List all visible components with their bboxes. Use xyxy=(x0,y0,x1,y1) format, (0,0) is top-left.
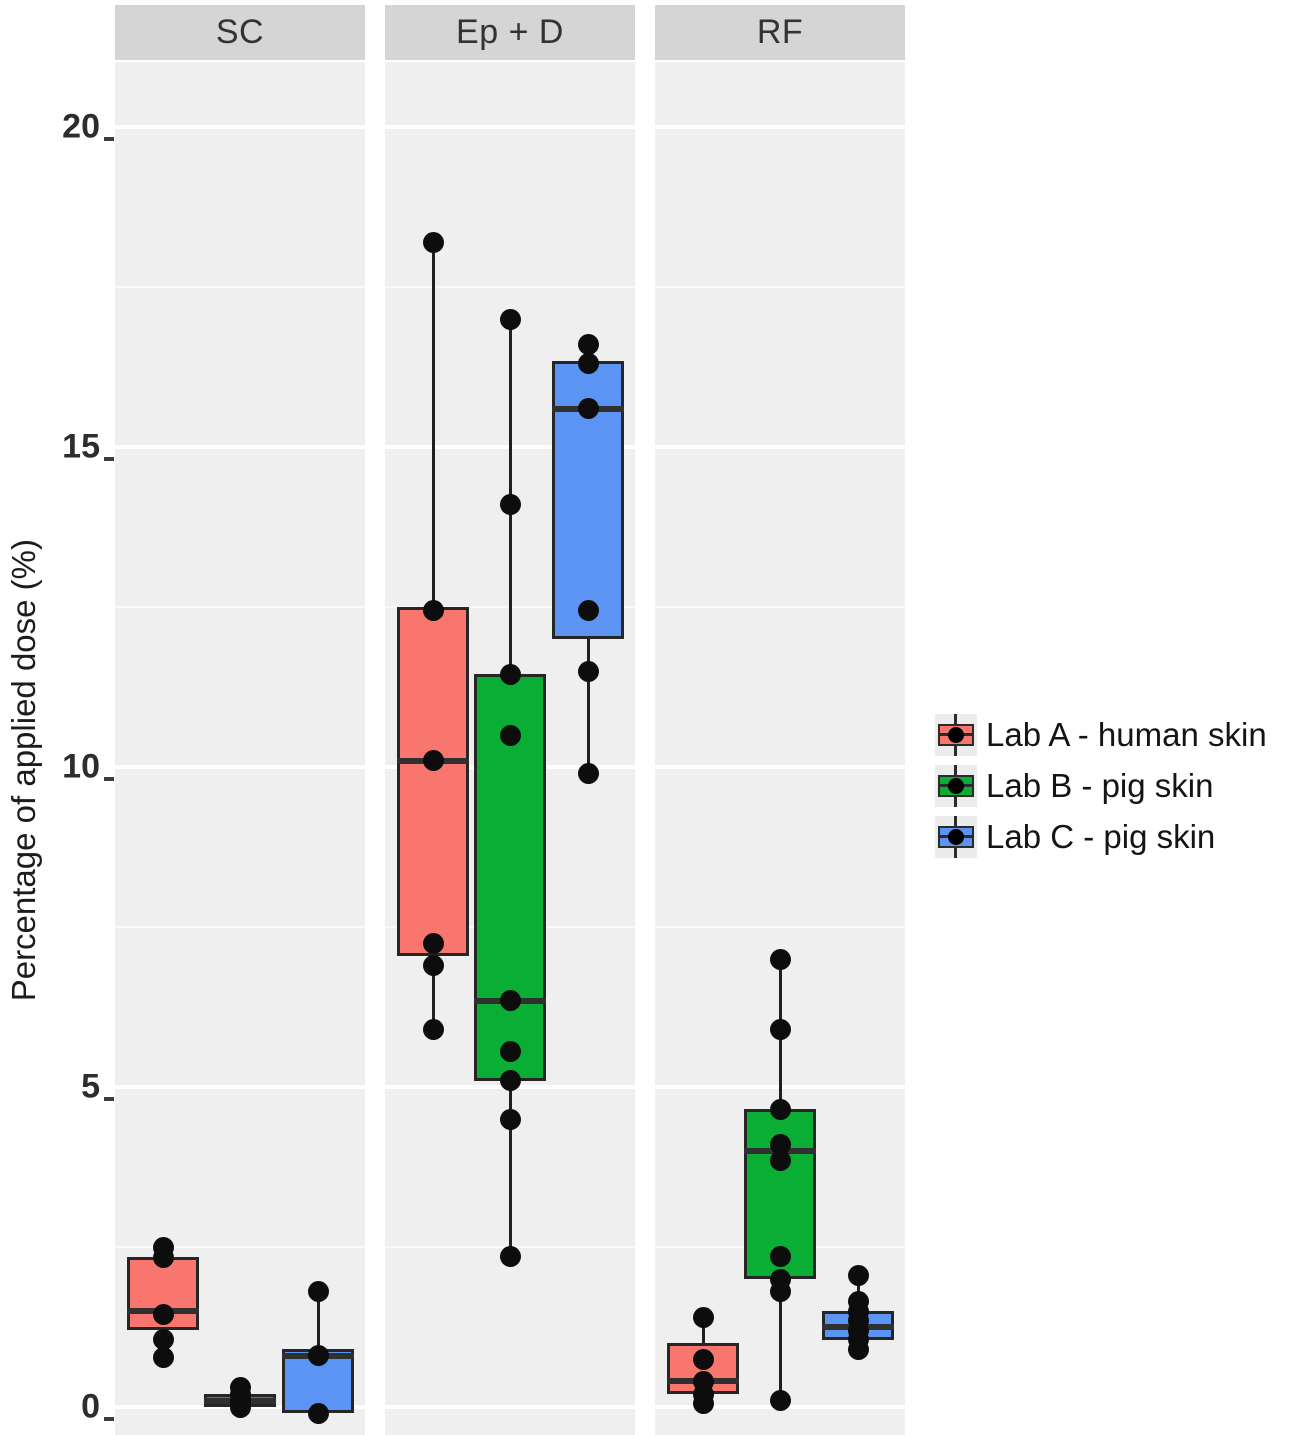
gridline-minor xyxy=(115,606,365,608)
data-point xyxy=(307,1281,329,1303)
facet-strip: RF xyxy=(655,5,905,60)
legend-key xyxy=(935,816,977,858)
data-point xyxy=(499,494,521,516)
data-point xyxy=(422,954,444,976)
y-tick-mark xyxy=(104,777,114,781)
data-point xyxy=(422,932,444,954)
data-point xyxy=(422,231,444,253)
data-point xyxy=(847,1265,869,1287)
y-tick-mark xyxy=(104,1417,114,1421)
data-point xyxy=(499,308,521,330)
y-tick-mark xyxy=(104,457,114,461)
data-point xyxy=(499,1041,521,1063)
data-point xyxy=(769,948,791,970)
data-point xyxy=(499,724,521,746)
gridline-major xyxy=(115,445,365,449)
data-point xyxy=(499,990,521,1012)
y-tick-label: 10 xyxy=(62,747,100,786)
data-point xyxy=(422,599,444,621)
legend-key-dot xyxy=(948,727,964,743)
legend-item: Lab A - human skin xyxy=(935,712,1267,758)
y-tick-mark xyxy=(104,1097,114,1101)
legend-item: Lab C - pig skin xyxy=(935,814,1215,860)
gridline-major xyxy=(655,445,905,449)
data-point xyxy=(577,398,599,420)
legend-label: Lab C - pig skin xyxy=(986,818,1216,855)
gridline-major xyxy=(385,125,635,129)
boxplot-box xyxy=(474,674,546,1081)
boxplot-box xyxy=(397,607,469,956)
data-point xyxy=(769,1390,791,1412)
facet-panel xyxy=(385,62,635,1435)
data-point xyxy=(692,1306,714,1328)
data-point xyxy=(847,1338,869,1360)
gridline-major xyxy=(385,1405,635,1409)
data-point xyxy=(152,1329,174,1351)
gridline-minor xyxy=(115,926,365,928)
data-point xyxy=(152,1303,174,1325)
y-tick-label: 0 xyxy=(81,1387,100,1426)
legend-label: Lab B - pig skin xyxy=(986,767,1214,804)
gridline-minor xyxy=(115,286,365,288)
data-point xyxy=(769,1281,791,1303)
data-point xyxy=(577,762,599,784)
gridline-major xyxy=(115,125,365,129)
gridline-minor xyxy=(385,286,635,288)
gridline-major xyxy=(115,765,365,769)
y-tick-label: 20 xyxy=(62,107,100,146)
data-point xyxy=(307,1345,329,1367)
gridline-major xyxy=(655,765,905,769)
facet-panel xyxy=(655,62,905,1435)
data-point xyxy=(229,1396,251,1418)
y-tick-label: 15 xyxy=(62,427,100,466)
data-point xyxy=(577,660,599,682)
data-point xyxy=(692,1348,714,1370)
facet-strip: Ep + D xyxy=(385,5,635,60)
data-point xyxy=(577,334,599,356)
gridline-minor xyxy=(655,286,905,288)
gridline-major xyxy=(115,1085,365,1089)
facet-panel xyxy=(115,62,365,1435)
gridline-major xyxy=(655,125,905,129)
legend-key xyxy=(935,765,977,807)
data-point xyxy=(692,1393,714,1415)
data-point xyxy=(769,1246,791,1268)
data-point xyxy=(422,1018,444,1040)
legend-label: Lab A - human skin xyxy=(986,716,1267,753)
data-point xyxy=(152,1346,174,1368)
data-point xyxy=(769,1018,791,1040)
facet-strip: SC xyxy=(115,5,365,60)
legend-item: Lab B - pig skin xyxy=(935,763,1213,809)
data-point xyxy=(577,599,599,621)
legend-key-dot xyxy=(948,778,964,794)
data-point xyxy=(769,1150,791,1172)
y-tick-mark xyxy=(104,137,114,141)
gridline-minor xyxy=(655,926,905,928)
gridline-minor xyxy=(655,606,905,608)
data-point xyxy=(769,1134,791,1156)
legend-key-dot xyxy=(948,829,964,845)
y-tick-label: 5 xyxy=(81,1067,100,1106)
data-point xyxy=(769,1098,791,1120)
legend-key xyxy=(935,714,977,756)
data-point xyxy=(152,1247,174,1269)
data-point xyxy=(499,663,521,685)
data-point xyxy=(307,1402,329,1424)
gridline-minor xyxy=(115,1246,365,1248)
data-point xyxy=(577,353,599,375)
data-point xyxy=(499,1246,521,1268)
data-point xyxy=(499,1070,521,1092)
data-point xyxy=(422,750,444,772)
data-point xyxy=(499,1108,521,1130)
